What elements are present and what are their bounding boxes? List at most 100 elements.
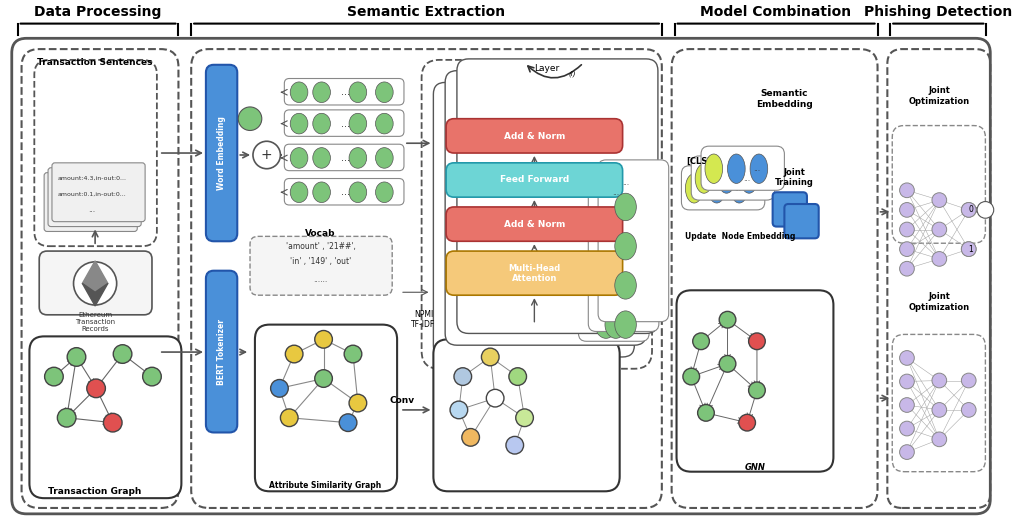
Circle shape <box>481 348 499 366</box>
Circle shape <box>103 413 122 432</box>
FancyBboxPatch shape <box>701 146 784 190</box>
Ellipse shape <box>290 114 308 134</box>
Circle shape <box>339 414 357 431</box>
Circle shape <box>281 409 298 427</box>
FancyBboxPatch shape <box>457 59 657 334</box>
Circle shape <box>749 333 765 350</box>
Text: Data Processing: Data Processing <box>35 5 162 18</box>
FancyBboxPatch shape <box>784 204 819 238</box>
FancyBboxPatch shape <box>250 237 392 295</box>
Circle shape <box>506 436 523 454</box>
Text: Joint
Training: Joint Training <box>775 168 814 187</box>
Ellipse shape <box>595 193 616 221</box>
FancyBboxPatch shape <box>681 166 765 210</box>
Circle shape <box>962 373 976 388</box>
Text: Joint
Optimization: Joint Optimization <box>908 87 970 106</box>
Text: Multi-Head
Attention: Multi-Head Attention <box>508 264 560 284</box>
Circle shape <box>253 142 281 169</box>
Circle shape <box>286 345 303 363</box>
Polygon shape <box>82 261 108 293</box>
Text: ...: ... <box>341 187 349 197</box>
FancyBboxPatch shape <box>285 144 403 171</box>
Ellipse shape <box>740 164 758 193</box>
FancyBboxPatch shape <box>446 207 623 241</box>
Text: Update  Node Embedding: Update Node Embedding <box>685 232 796 241</box>
FancyBboxPatch shape <box>206 271 238 432</box>
Text: ...: ... <box>734 184 741 193</box>
FancyBboxPatch shape <box>30 336 181 498</box>
Text: Add & Norm: Add & Norm <box>504 132 565 141</box>
Ellipse shape <box>312 82 331 102</box>
Circle shape <box>962 203 976 217</box>
Ellipse shape <box>349 82 367 102</box>
Circle shape <box>270 380 289 397</box>
Text: Transaction Graph: Transaction Graph <box>48 487 141 496</box>
Text: Conv: Conv <box>389 395 415 404</box>
Text: ...: ... <box>612 188 620 197</box>
FancyBboxPatch shape <box>691 156 774 200</box>
FancyBboxPatch shape <box>39 251 152 315</box>
Circle shape <box>87 379 105 398</box>
Text: Model Combination: Model Combination <box>700 5 852 18</box>
Ellipse shape <box>614 232 636 260</box>
FancyBboxPatch shape <box>589 169 658 332</box>
Circle shape <box>454 368 472 385</box>
Ellipse shape <box>312 114 331 134</box>
FancyBboxPatch shape <box>446 251 623 295</box>
Text: ...: ... <box>341 119 349 129</box>
FancyBboxPatch shape <box>579 180 649 341</box>
Ellipse shape <box>349 148 367 168</box>
Circle shape <box>74 262 117 305</box>
Ellipse shape <box>730 174 749 203</box>
Ellipse shape <box>695 164 713 193</box>
Circle shape <box>486 389 504 407</box>
Circle shape <box>962 242 976 257</box>
Circle shape <box>932 251 946 266</box>
FancyBboxPatch shape <box>206 65 238 241</box>
Ellipse shape <box>614 193 636 221</box>
Text: amount:0.1,in-out:0...: amount:0.1,in-out:0... <box>57 192 127 197</box>
Text: ...: ... <box>743 174 751 183</box>
Circle shape <box>738 414 756 431</box>
Ellipse shape <box>614 272 636 299</box>
Text: ...: ... <box>341 153 349 163</box>
Circle shape <box>45 367 63 386</box>
Text: Semantic
Embedding: Semantic Embedding <box>756 89 813 109</box>
Ellipse shape <box>595 232 616 260</box>
Text: Vocab: Vocab <box>305 229 336 238</box>
Ellipse shape <box>290 82 308 102</box>
Circle shape <box>239 107 262 130</box>
Circle shape <box>57 409 76 427</box>
Circle shape <box>697 404 715 421</box>
FancyBboxPatch shape <box>446 163 623 197</box>
Ellipse shape <box>708 174 726 203</box>
Text: NPMI
TF-IDF: NPMI TF-IDF <box>412 310 435 329</box>
Ellipse shape <box>595 272 616 299</box>
Text: Feed Forward: Feed Forward <box>500 175 569 184</box>
Text: ......: ...... <box>313 276 328 285</box>
Text: Layer: Layer <box>534 64 559 73</box>
Circle shape <box>68 347 86 366</box>
Circle shape <box>962 402 976 417</box>
Text: Phishing Detection: Phishing Detection <box>864 5 1013 18</box>
Ellipse shape <box>685 174 703 203</box>
Text: Ethereum
Transaction
Records: Ethereum Transaction Records <box>75 312 115 332</box>
Text: ...: ... <box>622 178 629 187</box>
Text: ...: ... <box>602 197 609 206</box>
Circle shape <box>349 394 367 412</box>
Text: GNN: GNN <box>744 463 765 472</box>
Text: 0: 0 <box>969 205 973 214</box>
Ellipse shape <box>290 182 308 203</box>
FancyBboxPatch shape <box>11 39 990 514</box>
Text: amount:4.3,in-out:0...: amount:4.3,in-out:0... <box>57 175 127 181</box>
Text: Add & Norm: Add & Norm <box>504 220 565 229</box>
Circle shape <box>692 333 710 350</box>
Ellipse shape <box>312 182 331 203</box>
Circle shape <box>900 351 914 365</box>
Text: 'amount' , '21##',: 'amount' , '21##', <box>286 242 355 251</box>
Text: Transaction Sentences: Transaction Sentences <box>37 58 153 67</box>
FancyBboxPatch shape <box>433 82 635 357</box>
Ellipse shape <box>376 114 393 134</box>
Circle shape <box>900 398 914 412</box>
Circle shape <box>462 429 479 446</box>
